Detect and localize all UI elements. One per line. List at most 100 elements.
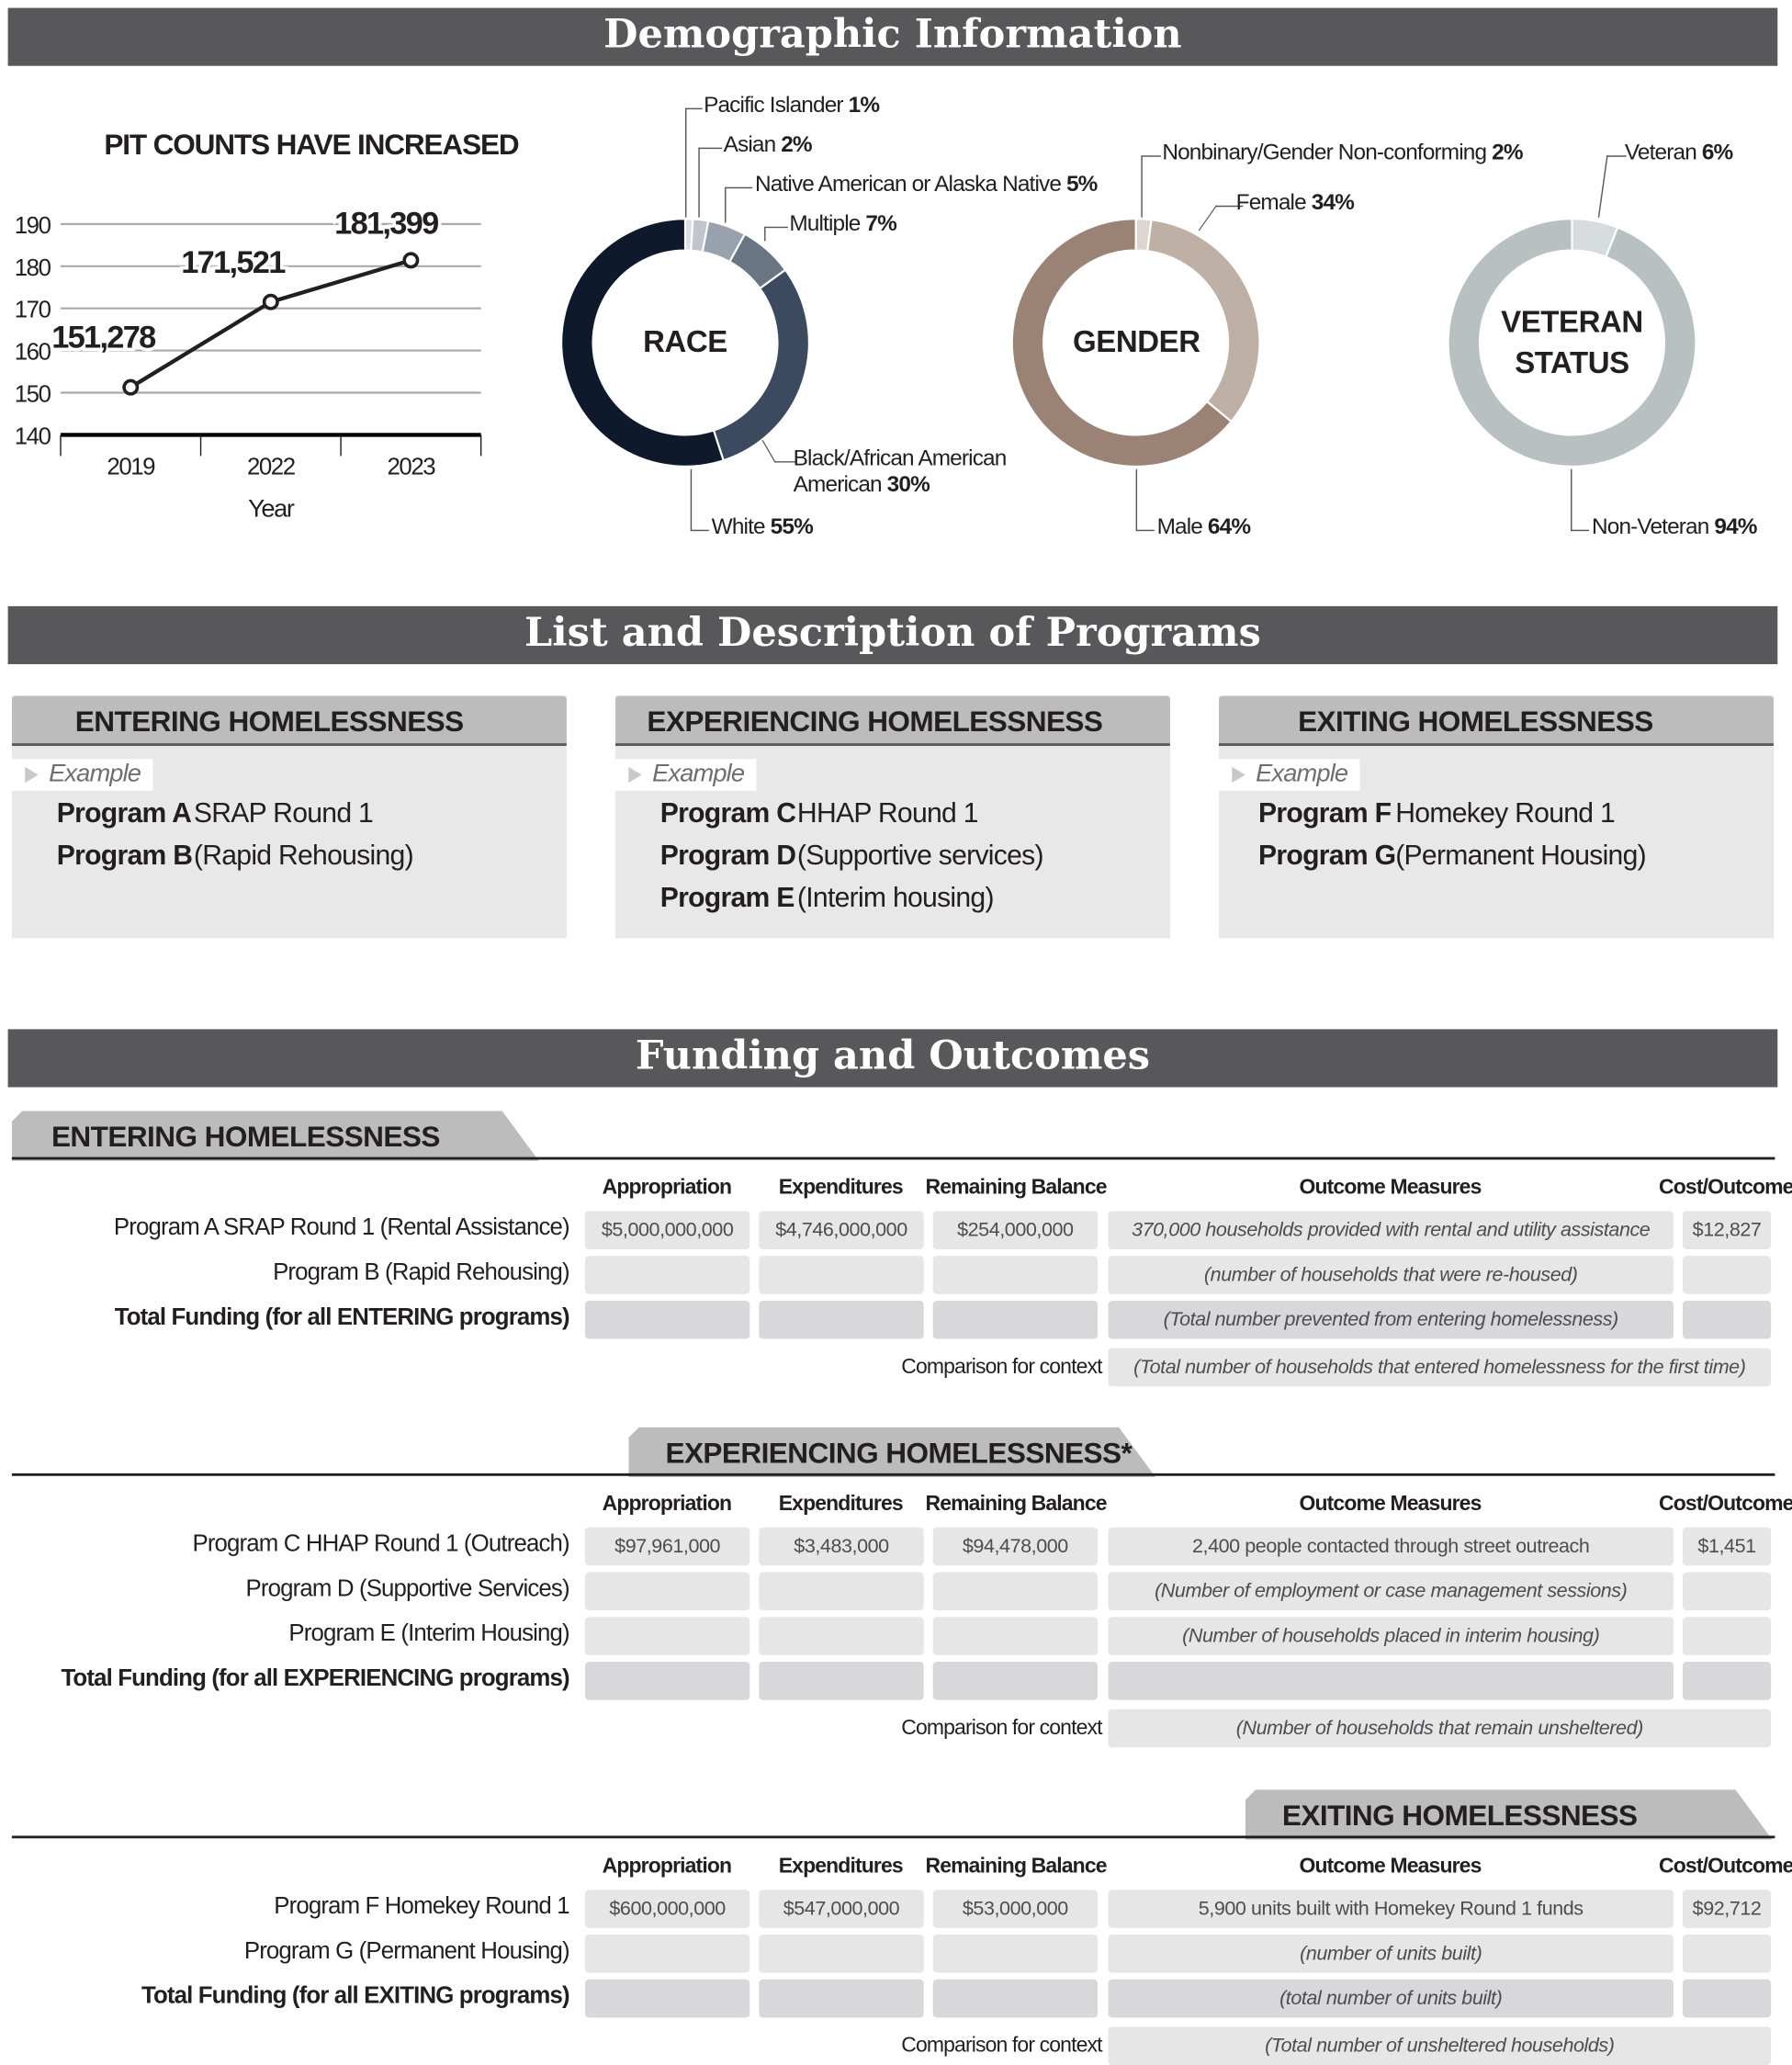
program-description: (Permanent Housing)	[1395, 841, 1646, 872]
leader-line	[1135, 468, 1155, 532]
data-label: 181,399	[334, 207, 438, 242]
program-card-title: EXPERIENCING HOMELESSNESS	[614, 695, 1170, 746]
cost-outcome-cell	[1682, 1934, 1772, 1973]
demographics-banner: Demographic Information	[7, 7, 1778, 66]
outcome-cell: (Total number prevented from entering ho…	[1108, 1300, 1674, 1339]
program-card-title: ENTERING HOMELESSNESS	[11, 695, 567, 746]
program-card-title: EXITING HOMELESSNESS	[1219, 695, 1774, 746]
row-label: Total Funding (for all EXPERIENCING prog…	[61, 1664, 569, 1691]
section-divider	[11, 1157, 1775, 1160]
program-description: (Interim housing)	[796, 883, 995, 914]
x-axis-title: Year	[248, 493, 295, 522]
leader-line	[1571, 468, 1590, 532]
race-label-asian: Asian 2%	[723, 131, 813, 157]
column-header: Remaining Balance	[925, 1177, 1108, 1200]
section-divider	[11, 1835, 1775, 1839]
appropriation-cell	[584, 1300, 750, 1339]
remaining-balance-cell: $94,478,000	[932, 1527, 1099, 1566]
outcome-cell: (number of households that were re-house…	[1108, 1256, 1674, 1294]
row-label: Program C HHAP Round 1 (Outreach)	[192, 1529, 569, 1557]
appropriation-cell	[584, 1256, 750, 1294]
outcome-cell: 2,400 people contacted through street ou…	[1108, 1527, 1674, 1566]
example-tag: Example	[614, 759, 757, 791]
column-header: Cost/Outcome	[1659, 1177, 1792, 1200]
row-label: Total Funding (for all ENTERING programs…	[114, 1303, 570, 1330]
cost-outcome-cell	[1682, 1979, 1772, 2018]
appropriation-cell	[584, 1662, 750, 1700]
veteran-slice	[1447, 218, 1697, 468]
race-label-native: Native American or Alaska Native 5%	[755, 171, 1098, 197]
appropriation-cell	[584, 1572, 750, 1611]
program-name: Program B	[56, 841, 193, 872]
gender-donut-title: GENDER	[1073, 323, 1200, 359]
y-tick-label: 160	[15, 340, 51, 366]
outcome-cell	[1108, 1662, 1674, 1700]
outcome-cell: 5,900 units built with Homekey Round 1 f…	[1108, 1890, 1674, 1928]
leader-line	[1141, 155, 1161, 218]
expenditures-cell	[759, 1300, 924, 1339]
programs-banner: List and Description of Programs	[7, 605, 1778, 665]
gender-label-nonbinary: Nonbinary/Gender Non-conforming 2%	[1162, 140, 1523, 165]
remaining-balance-cell	[932, 1662, 1099, 1700]
section-tab: EXITING HOMELESSNESS	[1245, 1789, 1773, 1840]
appropriation-cell	[584, 1979, 750, 2018]
example-tag: Example	[1219, 759, 1360, 791]
section-divider	[11, 1473, 1775, 1476]
y-tick-label: 140	[15, 423, 51, 449]
y-tick-label: 150	[15, 382, 51, 408]
program-name: Program G	[1258, 841, 1396, 872]
expenditures-cell	[759, 1662, 924, 1700]
program-description: (Supportive services)	[796, 841, 1044, 872]
program-card: EXITING HOMELESSNESS Example Program F Home…	[1219, 695, 1774, 939]
expenditures-cell	[759, 1256, 924, 1294]
remaining-balance-cell	[932, 1572, 1099, 1611]
leader-line	[690, 468, 709, 532]
appropriation-cell: $5,000,000,000	[584, 1211, 750, 1250]
row-label: Program B (Rapid Rehousing)	[273, 1258, 570, 1285]
race-slice	[560, 218, 726, 468]
veteran-label-veteran: Veteran 6%	[1624, 140, 1733, 165]
outcome-cell: (Number of households placed in interim …	[1108, 1617, 1674, 1655]
veteran-label-nonveteran: Non-Veteran 94%	[1591, 513, 1758, 539]
row-label: Program E (Interim Housing)	[288, 1619, 569, 1646]
row-label: Program D (Supportive Services)	[245, 1574, 570, 1602]
leader-line	[684, 107, 703, 218]
column-header: Remaining Balance	[925, 1493, 1108, 1516]
column-header: Remaining Balance	[925, 1855, 1108, 1879]
comparison-label: Comparison for context	[901, 1356, 1102, 1379]
section-tab: EXPERIENCING HOMELESSNESS*	[628, 1427, 1156, 1478]
column-header: Appropriation	[602, 1493, 732, 1516]
funding-banner: Funding and Outcomes	[7, 1029, 1778, 1088]
triangle-icon	[628, 766, 642, 784]
column-header: Cost/Outcome	[1659, 1855, 1792, 1879]
column-header: Cost/Outcome	[1659, 1493, 1792, 1516]
example-tag: Example	[11, 759, 153, 791]
program-card: EXPERIENCING HOMELESSNESS Example Program …	[614, 695, 1170, 939]
row-label: Program F Homekey Round 1	[274, 1892, 569, 1919]
veteran-title-line2: STATUS	[1515, 344, 1629, 380]
leader-line	[725, 186, 753, 223]
column-header: Appropriation	[602, 1855, 732, 1879]
outcome-cell: (number of units built)	[1108, 1934, 1674, 1973]
expenditures-cell	[759, 1572, 924, 1611]
column-header: Outcome Measures	[1299, 1855, 1482, 1879]
program-card: ENTERING HOMELESSNESS Example Program A SRA…	[11, 695, 567, 939]
expenditures-cell	[759, 1979, 924, 2018]
remaining-balance-cell	[932, 1300, 1099, 1339]
triangle-icon	[25, 766, 39, 784]
column-header: Expenditures	[778, 1493, 904, 1516]
x-tick-label: 2019	[107, 454, 155, 480]
y-tick-label: 170	[15, 298, 51, 323]
program-name: Program D	[659, 841, 796, 872]
example-label: Example	[652, 760, 745, 788]
y-tick-label: 180	[15, 255, 51, 281]
comparison-label: Comparison for context	[901, 2035, 1102, 2058]
column-header: Outcome Measures	[1299, 1177, 1482, 1200]
y-tick-label: 190	[15, 213, 51, 239]
appropriation-cell	[584, 1934, 750, 1973]
row-label: Program A SRAP Round 1 (Rental Assistanc…	[113, 1213, 570, 1240]
race-label-black: Black/African American American 30%	[793, 445, 1008, 497]
row-label: Total Funding (for all EXITING programs)	[141, 1981, 570, 2009]
race-label-pacific: Pacific Islander 1%	[704, 92, 880, 118]
